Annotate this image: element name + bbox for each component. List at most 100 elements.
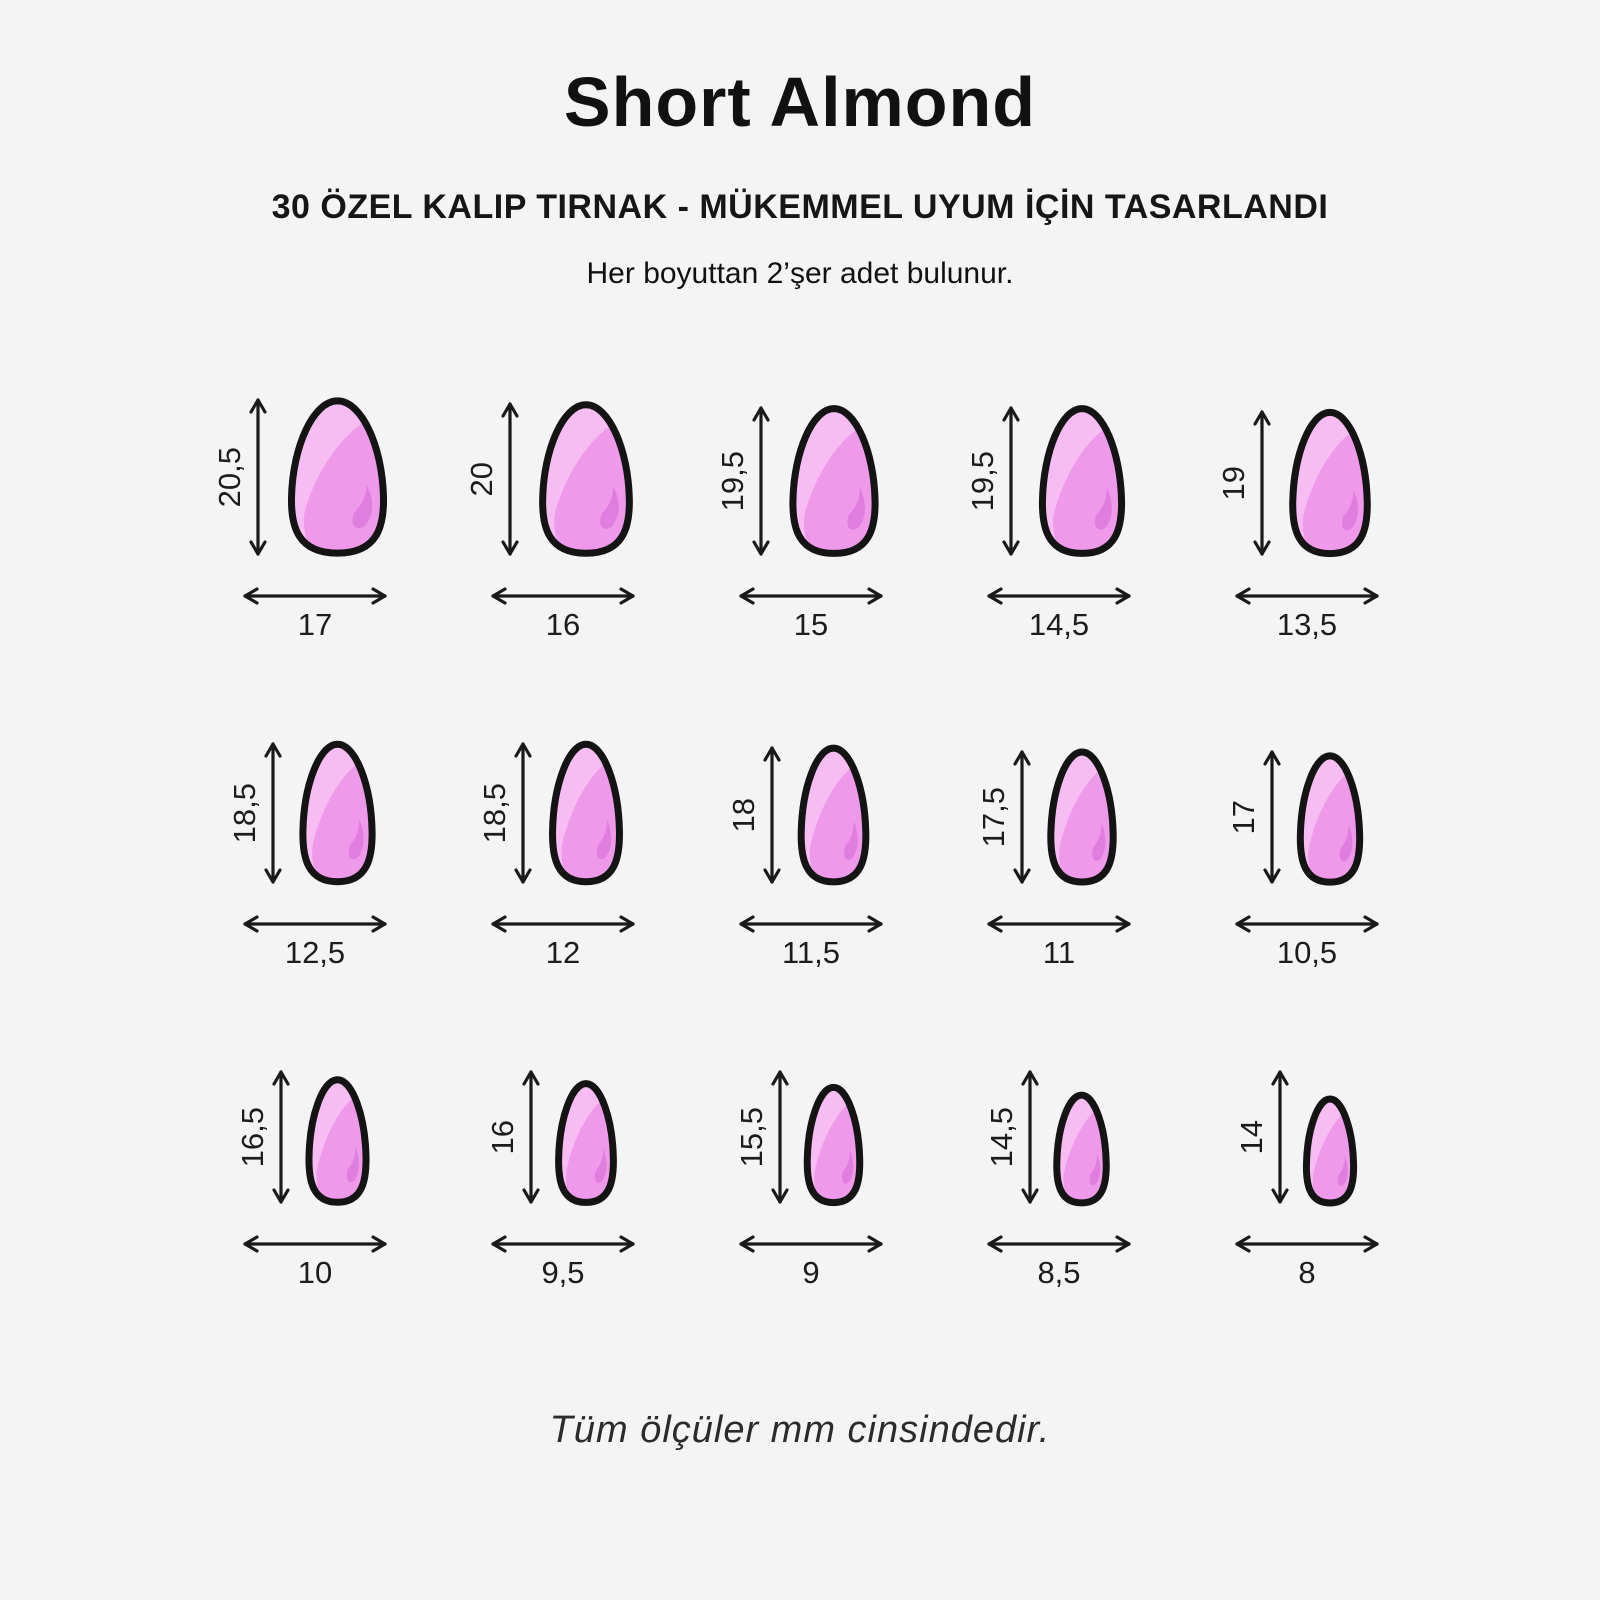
nail-accent	[594, 1148, 607, 1183]
nail-size-cell: 17 10,5	[1172, 747, 1420, 971]
height-label: 17	[1225, 799, 1261, 835]
width-label: 10	[297, 1255, 333, 1290]
width-arrow-icon	[243, 1235, 387, 1253]
nail-illustration	[1291, 751, 1369, 887]
nail-accent	[846, 487, 865, 530]
height-arrow-icon	[1270, 1070, 1289, 1204]
height-label: 15,5	[734, 1106, 769, 1168]
height-measure: 18,5	[475, 739, 533, 887]
height-measure: 20	[462, 399, 520, 559]
width-label: 8,5	[1037, 1255, 1081, 1290]
width-label: 11	[1042, 935, 1076, 970]
width-measure: 17	[218, 586, 390, 643]
height-measure: 16	[483, 1067, 541, 1207]
nail-accent	[1337, 1155, 1348, 1186]
height-measure: 18,5	[225, 739, 283, 887]
nail-outline	[1300, 756, 1359, 882]
nail-illustration	[799, 1083, 868, 1207]
height-label: 17,5	[975, 786, 1011, 848]
nail-accent	[599, 485, 619, 529]
height-measure: 18	[724, 743, 782, 887]
height-arrow-icon	[763, 746, 781, 884]
width-label: 9,5	[541, 1255, 585, 1290]
nail-size-cell: 18,5 12	[428, 739, 676, 971]
width-measure: 16	[466, 586, 638, 643]
nail-outline	[1057, 1095, 1106, 1203]
nail-illustration	[791, 743, 876, 887]
width-arrow-icon	[739, 587, 883, 605]
height-label: 19,5	[714, 450, 750, 512]
width-label: 15	[793, 607, 829, 642]
height-arrow-icon	[521, 1070, 540, 1204]
height-label: 16	[484, 1119, 520, 1155]
nail-with-height-measure: 20,5	[210, 395, 398, 559]
width-measure: 11,5	[714, 914, 886, 971]
nail-accent	[596, 819, 611, 860]
nail-illustration	[1049, 1091, 1114, 1207]
height-arrow-icon	[771, 1070, 789, 1204]
height-measure: 19,5	[963, 403, 1021, 559]
nail-highlight	[1301, 757, 1349, 879]
width-measure: 9,5	[466, 1234, 638, 1291]
width-arrow-icon	[987, 915, 1131, 933]
nail-illustration	[780, 403, 888, 559]
nail-highlight	[559, 1085, 603, 1199]
nail-accent	[348, 819, 364, 860]
width-label: 13,5	[1276, 607, 1338, 642]
nail-with-height-measure: 14,5	[982, 1067, 1114, 1207]
nail-with-height-measure: 17,5	[974, 747, 1123, 887]
nail-size-cell: 15,5 9	[676, 1067, 924, 1291]
width-measure: 12	[466, 914, 638, 971]
nail-size-cell: 16,5 10	[180, 1067, 428, 1291]
width-measure: 10	[218, 1234, 390, 1291]
nail-highlight	[293, 403, 367, 549]
height-arrow-icon	[272, 1070, 290, 1204]
nail-accent	[844, 821, 858, 860]
nail-accent	[346, 1146, 359, 1183]
nail-illustration	[300, 1075, 375, 1207]
nail-highlight	[1294, 414, 1354, 550]
height-arrow-icon	[1021, 1070, 1039, 1204]
width-arrow-icon	[739, 915, 883, 933]
height-label: 19,5	[964, 450, 1000, 512]
height-measure: 14,5	[982, 1067, 1040, 1207]
nail-accent	[1341, 489, 1358, 531]
height-measure: 14	[1232, 1067, 1290, 1207]
width-label: 9	[802, 1255, 820, 1290]
height-measure: 17	[1224, 747, 1282, 887]
nail-illustration	[292, 739, 383, 887]
units-footnote: Tüm ölçüler mm cinsindedir.	[549, 1409, 1051, 1451]
width-measure: 8,5	[962, 1234, 1134, 1291]
width-label: 12,5	[284, 935, 346, 970]
width-measure: 15	[714, 586, 886, 643]
size-grid: 20,5 17 20	[0, 395, 1600, 1291]
nail-illustration	[550, 1079, 622, 1207]
height-label: 18,5	[476, 782, 512, 844]
nail-with-height-measure: 18,5	[475, 739, 630, 887]
nail-highlight	[544, 407, 613, 549]
nail-with-height-measure: 14	[1232, 1067, 1361, 1207]
nail-illustration	[1041, 747, 1123, 887]
width-label: 8	[1298, 1255, 1316, 1290]
nail-outline	[558, 1084, 613, 1203]
width-measure: 14,5	[962, 586, 1134, 643]
nail-highlight	[310, 1081, 356, 1199]
page-subtitle: 30 ÖZEL KALIP TIRNAK - MÜKEMMEL UYUM İÇİ…	[271, 188, 1329, 226]
nail-outline	[801, 748, 866, 882]
nail-size-cell: 14 8	[1172, 1067, 1420, 1291]
nail-illustration	[1299, 1095, 1361, 1207]
width-arrow-icon	[987, 1235, 1131, 1253]
width-label: 17	[297, 607, 333, 642]
width-arrow-icon	[243, 915, 387, 933]
nail-size-cell: 16 9,5	[428, 1067, 676, 1291]
nail-illustration	[277, 395, 398, 559]
height-measure: 15,5	[732, 1067, 790, 1207]
nail-highlight	[794, 410, 860, 549]
nail-outline	[1042, 409, 1121, 554]
nail-outline	[1050, 752, 1112, 882]
nail-outline	[309, 1080, 366, 1203]
width-measure: 8	[1210, 1234, 1382, 1291]
height-arrow-icon	[1012, 750, 1031, 884]
height-measure: 19,5	[713, 403, 771, 559]
